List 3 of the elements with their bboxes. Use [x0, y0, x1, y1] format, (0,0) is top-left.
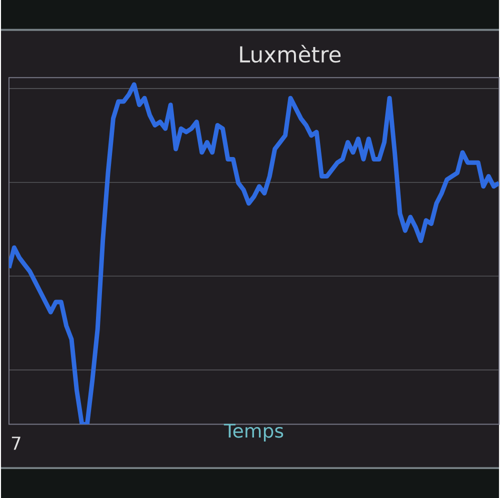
- chart-title: Luxmètre: [240, 44, 341, 63]
- text: 7: [12, 436, 20, 450]
- x-axis-title: Temps: [224, 424, 284, 442]
